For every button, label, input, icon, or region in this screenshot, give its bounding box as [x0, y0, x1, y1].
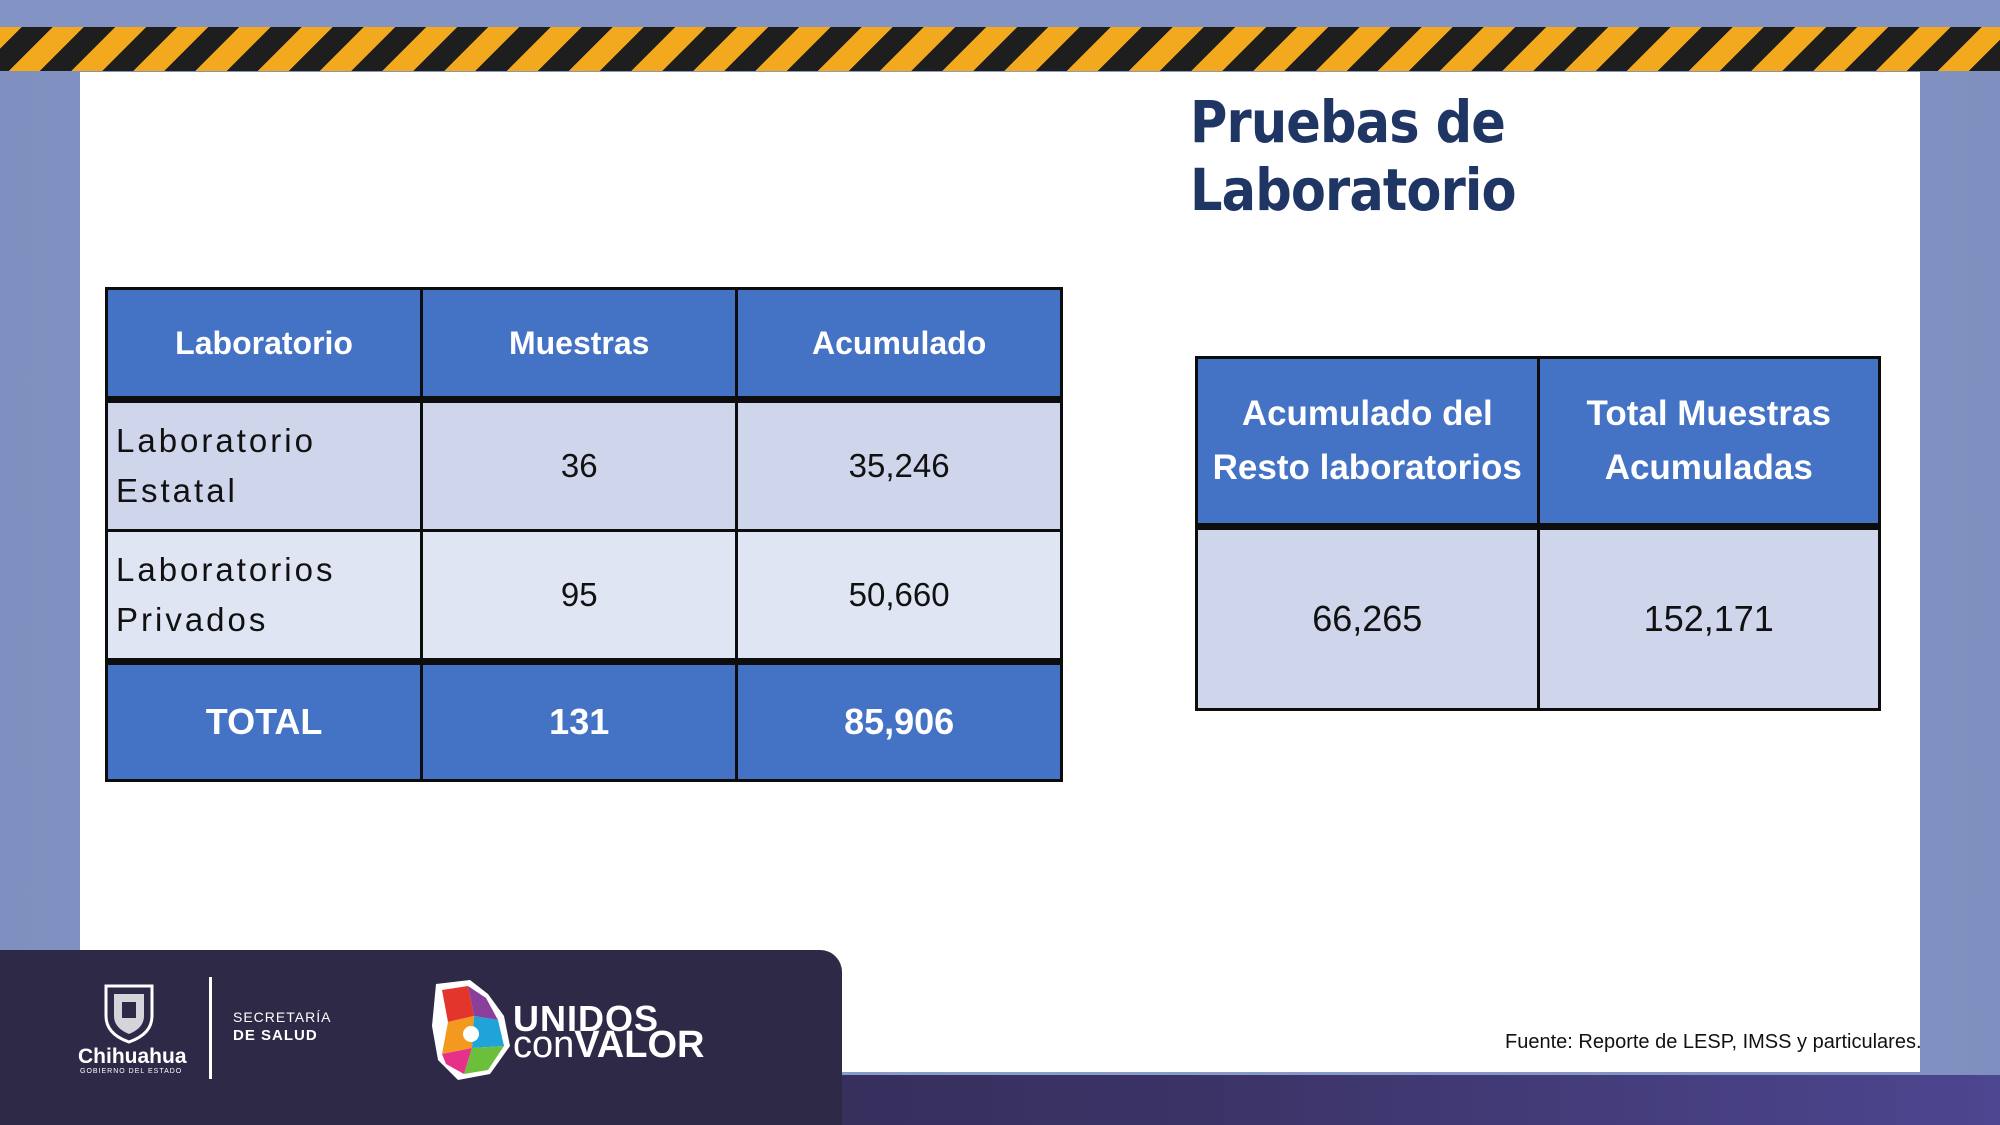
acumulado-resto-value: 66,265 — [1195, 525, 1540, 711]
gov-sub: GOBIERNO DEL ESTADO — [80, 1068, 183, 1075]
state-shield-icon — [104, 984, 154, 1044]
acumulado-cell: 35,246 — [735, 398, 1063, 532]
header-line2: Acumuladas — [1604, 448, 1813, 487]
con-valor-label: conVALOR — [513, 1024, 704, 1067]
lab-name-cell: Laboratorio Estatal — [104, 398, 424, 532]
table-header-row: Laboratorio Muestras Acumulado — [104, 287, 1063, 403]
secretaria-label: SECRETARÍA — [233, 1009, 332, 1025]
top-band — [0, 0, 2000, 27]
header-muestras: Muestras — [420, 287, 739, 403]
summary-header-row: Acumulado del Resto laboratorios Total Mu… — [1195, 356, 1881, 530]
header-acumulado-resto: Acumulado del Resto laboratorios — [1195, 356, 1540, 530]
valor-text: VALOR — [574, 1024, 705, 1066]
con-text: con — [513, 1024, 575, 1066]
summary-table: Acumulado del Resto laboratorios Total Mu… — [1195, 356, 1881, 711]
header-line2: Resto laboratorios — [1212, 448, 1522, 487]
gov-name: Chihuahua — [78, 1045, 187, 1068]
lab-name-cell: Laboratorios Privados — [104, 529, 424, 663]
unidos-label: UNIDOS — [513, 998, 660, 1039]
acumulado-cell: 50,660 — [735, 529, 1063, 663]
muestras-cell: 95 — [420, 529, 739, 663]
table-row: Laboratorios Privados 95 50,660 — [104, 529, 1063, 663]
total-label: TOTAL — [104, 658, 424, 782]
logo-box — [0, 950, 842, 1125]
header-line1: Acumulado del — [1241, 394, 1493, 433]
total-acumulado: 85,906 — [735, 658, 1063, 782]
header-line1: Total Muestras — [1586, 394, 1831, 433]
header-acumulado: Acumulado — [735, 287, 1063, 403]
table-row: Laboratorio Estatal 36 35,246 — [104, 398, 1063, 532]
page-title: Pruebas de Laboratorio — [1190, 88, 1517, 224]
caution-stripe — [0, 27, 2000, 71]
logo-divider — [209, 977, 212, 1079]
lab-name-line1: Laboratorio — [116, 422, 316, 459]
total-muestras: 131 — [420, 658, 739, 782]
source-note: Fuente: Reporte de LESP, IMSS y particul… — [1505, 1031, 1922, 1053]
lab-name-line2: Estatal — [116, 472, 238, 509]
salud-label: DE SALUD — [233, 1027, 318, 1044]
lab-name-line2: Privados — [116, 601, 269, 638]
total-muestras-value: 152,171 — [1536, 525, 1881, 711]
chihuahua-map-icon — [432, 980, 510, 1080]
laboratory-table: Laboratorio Muestras Acumulado Laborator… — [104, 287, 1063, 782]
muestras-cell: 36 — [420, 398, 739, 532]
total-row: TOTAL 131 85,906 — [104, 658, 1063, 782]
lab-name-line1: Laboratorios — [116, 551, 336, 588]
header-laboratorio: Laboratorio — [104, 287, 424, 403]
header-total-muestras: Total Muestras Acumuladas — [1536, 356, 1881, 530]
summary-value-row: 66,265 152,171 — [1195, 525, 1881, 711]
